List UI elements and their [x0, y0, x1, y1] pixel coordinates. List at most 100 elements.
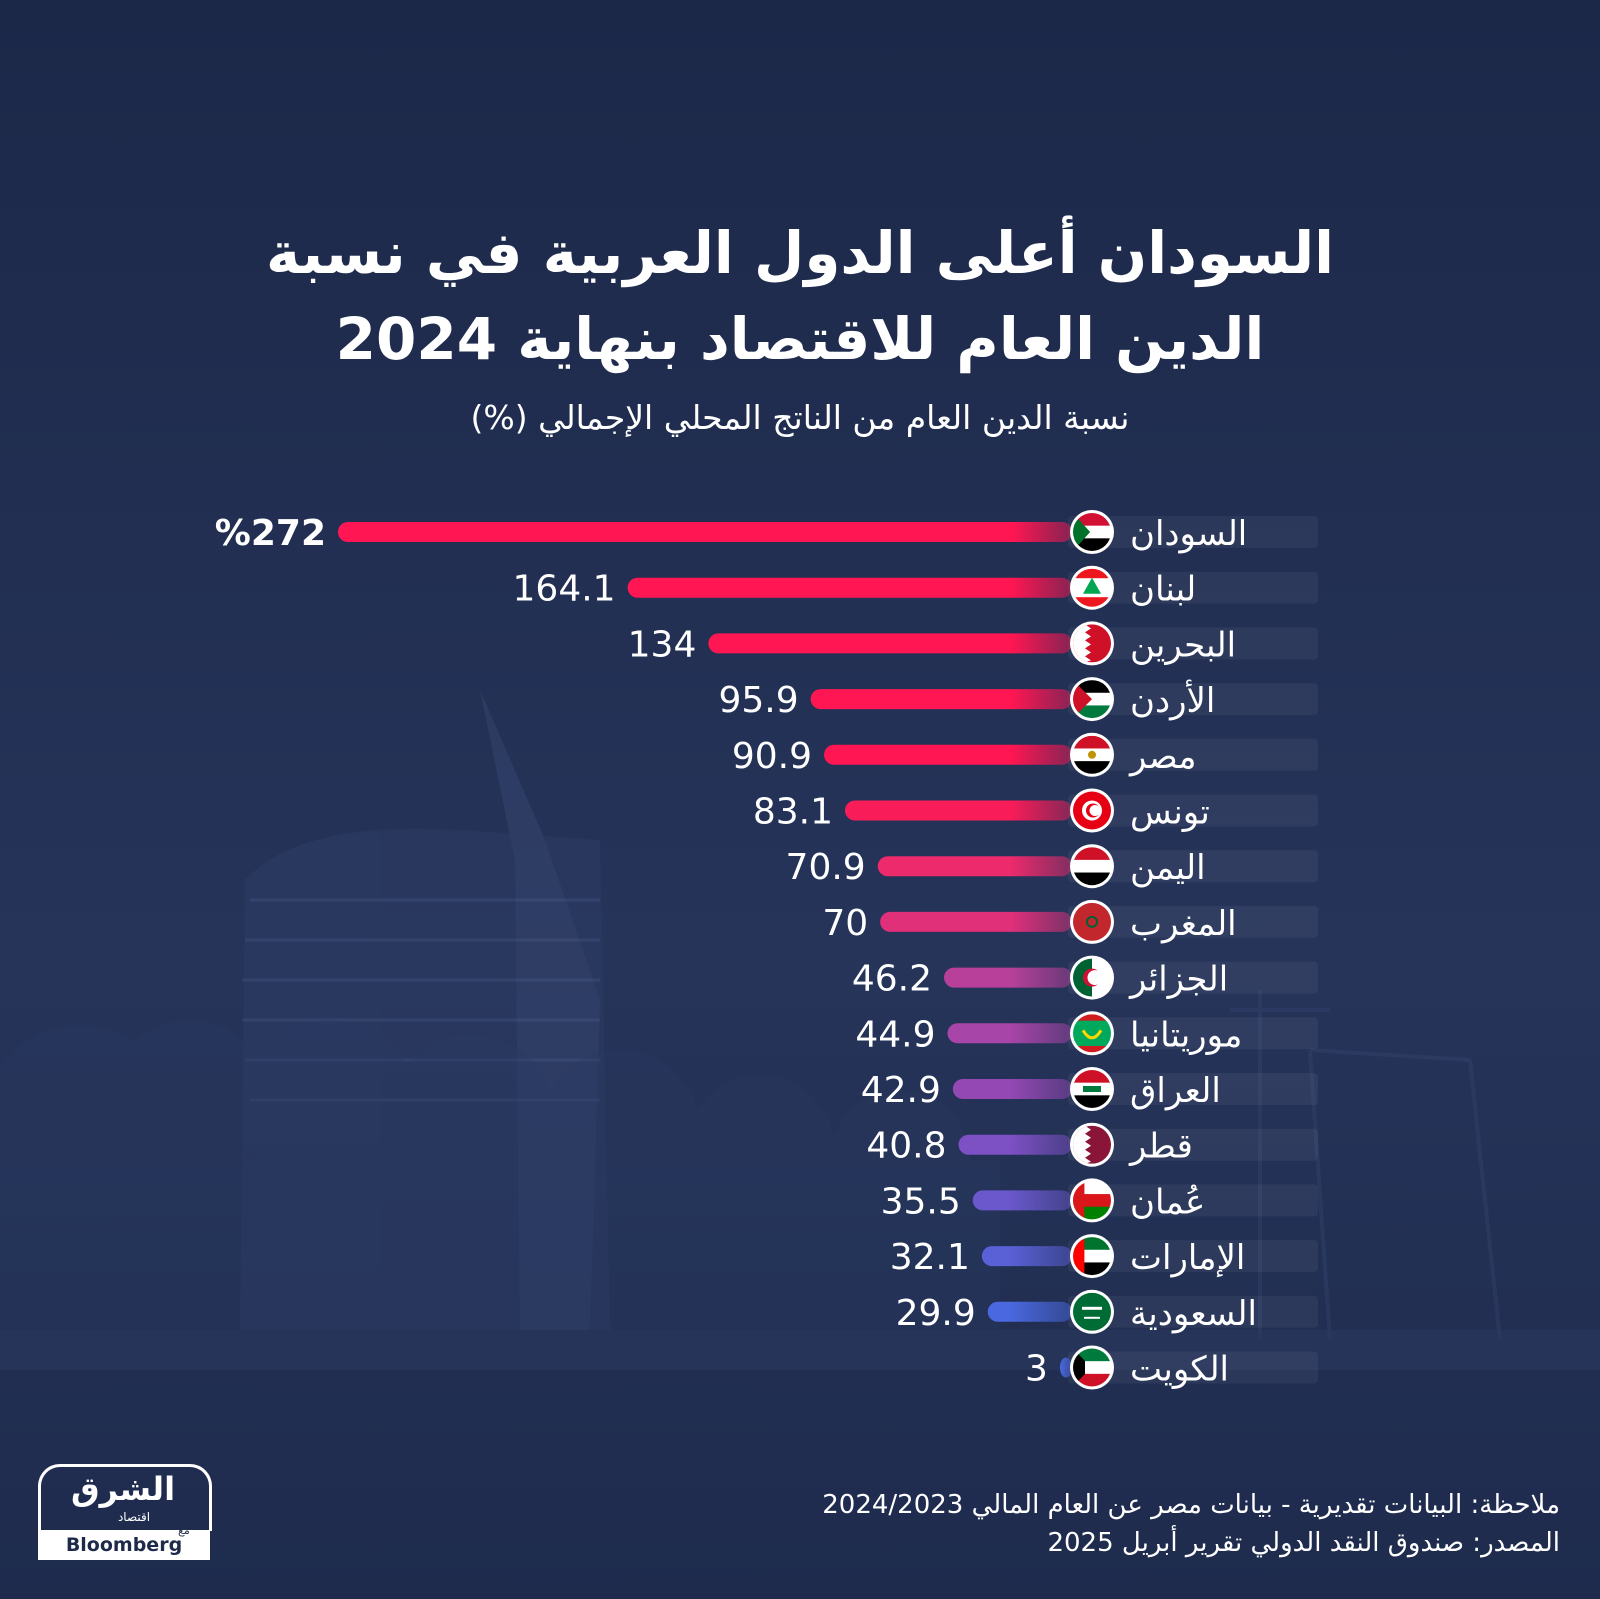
bar: [1059, 1357, 1072, 1378]
jordan-flag: [1073, 680, 1111, 719]
bar: [708, 633, 1072, 654]
bar: [972, 1190, 1072, 1211]
row-band: [1068, 571, 1318, 604]
egypt-flag-eagle: [1088, 750, 1096, 759]
value-label: 70: [822, 903, 868, 944]
bahrain-flag: [1073, 624, 1111, 663]
lebanon-flag-stripe: [1073, 597, 1111, 607]
category-label: عُمان: [1130, 1182, 1205, 1222]
row-band: [1068, 516, 1318, 548]
value-label: 3: [1025, 1349, 1048, 1390]
value-label: 46.2: [852, 959, 932, 1000]
bar: [338, 522, 1072, 542]
sudan-flag-stripe: [1073, 513, 1111, 527]
category-label: قطر: [1128, 1127, 1193, 1167]
saudi-flag-script: [1082, 1306, 1102, 1310]
iraq-flag-stripe: [1073, 1095, 1111, 1108]
row-band: [1068, 905, 1318, 938]
row-band: [1068, 738, 1318, 771]
morocco-flag-star: [1086, 915, 1098, 928]
iraq-flag-stripe: [1073, 1070, 1111, 1084]
value-label: 40.8: [866, 1126, 946, 1167]
value-label: 164.1: [513, 569, 616, 610]
saudi-flag-sword: [1084, 1316, 1100, 1319]
lebanon-flag-stripe: [1073, 568, 1111, 579]
row-band: [1068, 1184, 1318, 1217]
logo-bloomberg-text: Bloomberg: [38, 1530, 210, 1560]
bar: [947, 1023, 1072, 1044]
morocco-flag: [1073, 902, 1111, 941]
bar: [944, 967, 1072, 988]
algeria-flag-stripe: [1073, 958, 1093, 997]
egypt-flag-stripe: [1073, 761, 1111, 774]
category-label: الإمارات: [1130, 1238, 1245, 1278]
title-line-1: السودان أعلى الدول العربية في نسبة: [266, 219, 1334, 287]
note-line: ملاحظة: البيانات تقديرية - بيانات مصر عن…: [822, 1490, 1560, 1520]
sudan-flag-stripe: [1073, 538, 1111, 551]
saudi-flag: [1073, 1292, 1111, 1331]
row-band: [1068, 627, 1318, 660]
iraq-flag-script: [1083, 1086, 1101, 1092]
bar: [627, 577, 1072, 598]
row-band: [1068, 683, 1318, 716]
bahrain-flag-serration: [1073, 624, 1091, 663]
oman-flag: [1073, 1181, 1111, 1220]
tunisia-flag: [1073, 791, 1111, 830]
mauritania-flag-crescent: [1081, 1029, 1103, 1040]
chart-title: السودان أعلى الدول العربية في نسبة الدين…: [100, 210, 1500, 382]
sudan-flag: [1073, 513, 1111, 551]
value-label: 32.1: [890, 1237, 970, 1278]
row-band: [1068, 1295, 1318, 1328]
bar: [810, 689, 1072, 710]
mauritania-flag-stripe: [1073, 1045, 1111, 1053]
mauritania-flag-stripe: [1073, 1020, 1111, 1028]
uae-flag: [1073, 1237, 1111, 1276]
category-label: الكويت: [1130, 1350, 1229, 1390]
category-label: السعودية: [1130, 1294, 1257, 1334]
category-label: تونس: [1130, 793, 1210, 833]
category-label: موريتانيا: [1130, 1015, 1242, 1055]
kuwait-flag-trapezoid: [1073, 1348, 1085, 1387]
kuwait-flag: [1073, 1348, 1111, 1387]
mauritania-flag-stripe: [1073, 1026, 1111, 1034]
value-label: 70.9: [786, 847, 866, 888]
kuwait-flag-stripe: [1073, 1373, 1111, 1387]
kuwait-flag-stripe: [1073, 1348, 1111, 1362]
bar: [987, 1301, 1072, 1322]
bar: [824, 744, 1072, 765]
iraq-flag: [1073, 1070, 1111, 1108]
mauritania-flag-stripe: [1073, 1014, 1111, 1022]
value-label: 35.5: [881, 1181, 961, 1222]
row-band: [1068, 961, 1318, 994]
saudi-flag-field: [1073, 1292, 1111, 1331]
notes-block: ملاحظة: البيانات تقديرية - بيانات مصر عن…: [822, 1486, 1560, 1562]
value-label: 29.9: [896, 1293, 976, 1334]
lebanon-flag: [1073, 568, 1111, 607]
chart-subtitle: نسبة الدين العام من الناتج المحلي الإجما…: [470, 398, 1130, 437]
oman-flag-hoist: [1073, 1181, 1085, 1220]
category-label: لبنان: [1130, 570, 1196, 610]
bar: [880, 911, 1072, 932]
bar: [877, 856, 1072, 877]
mauritania-flag-stripe: [1073, 1039, 1111, 1047]
row-band: [1068, 850, 1318, 883]
value-label: 90.9: [732, 736, 812, 777]
category-label: البحرين: [1130, 625, 1236, 665]
yemen-flag-stripe: [1073, 859, 1111, 874]
category-label: المغرب: [1130, 904, 1237, 944]
yemen-flag-stripe: [1073, 847, 1111, 861]
algeria-flag-crescent-cut: [1087, 970, 1103, 986]
logo-arabic-text: الشرق: [70, 1470, 176, 1508]
bar: [981, 1246, 1072, 1267]
row-band: [1068, 1351, 1318, 1384]
bar: [952, 1079, 1072, 1099]
yemen-flag: [1073, 847, 1111, 886]
value-label: 44.9: [855, 1014, 935, 1055]
algeria-flag: [1073, 958, 1111, 997]
logo-sub-text: اقتصاد: [117, 1510, 151, 1524]
bar: [844, 800, 1072, 821]
title-line-2: الدين العام للاقتصاد بنهاية 2024: [335, 305, 1265, 373]
egypt-flag: [1073, 735, 1111, 774]
qatar-flag-serration: [1073, 1125, 1091, 1164]
